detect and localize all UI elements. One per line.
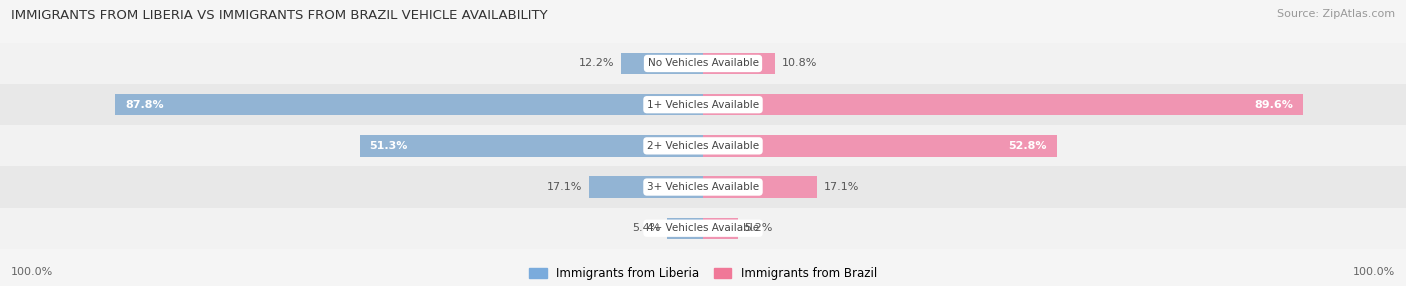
Bar [0,84,1406,125]
Bar [703,218,738,239]
Bar [360,135,703,156]
Text: 3+ Vehicles Available: 3+ Vehicles Available [647,182,759,192]
Bar [666,218,703,239]
Bar [703,135,1056,156]
Bar [589,176,703,198]
Bar [0,166,1406,208]
Text: 87.8%: 87.8% [125,100,165,110]
Bar [703,176,817,198]
Text: 89.6%: 89.6% [1254,100,1294,110]
Bar [621,53,703,74]
Text: 100.0%: 100.0% [1353,267,1395,277]
Text: 2+ Vehicles Available: 2+ Vehicles Available [647,141,759,151]
Text: IMMIGRANTS FROM LIBERIA VS IMMIGRANTS FROM BRAZIL VEHICLE AVAILABILITY: IMMIGRANTS FROM LIBERIA VS IMMIGRANTS FR… [11,9,548,21]
Text: 1+ Vehicles Available: 1+ Vehicles Available [647,100,759,110]
Text: 10.8%: 10.8% [782,59,817,68]
Text: 17.1%: 17.1% [547,182,582,192]
Text: No Vehicles Available: No Vehicles Available [648,59,758,68]
Text: 52.8%: 52.8% [1008,141,1046,151]
Text: 51.3%: 51.3% [370,141,408,151]
Bar [0,43,1406,84]
Text: 4+ Vehicles Available: 4+ Vehicles Available [647,223,759,233]
Bar [0,125,1406,166]
Text: 5.2%: 5.2% [745,223,773,233]
Bar [0,208,1406,249]
Bar [115,94,703,115]
Text: Source: ZipAtlas.com: Source: ZipAtlas.com [1277,9,1395,19]
Bar [703,53,775,74]
Text: 5.4%: 5.4% [631,223,661,233]
Text: 17.1%: 17.1% [824,182,859,192]
Bar [703,94,1303,115]
Legend: Immigrants from Liberia, Immigrants from Brazil: Immigrants from Liberia, Immigrants from… [529,267,877,280]
Text: 100.0%: 100.0% [11,267,53,277]
Text: 12.2%: 12.2% [579,59,614,68]
